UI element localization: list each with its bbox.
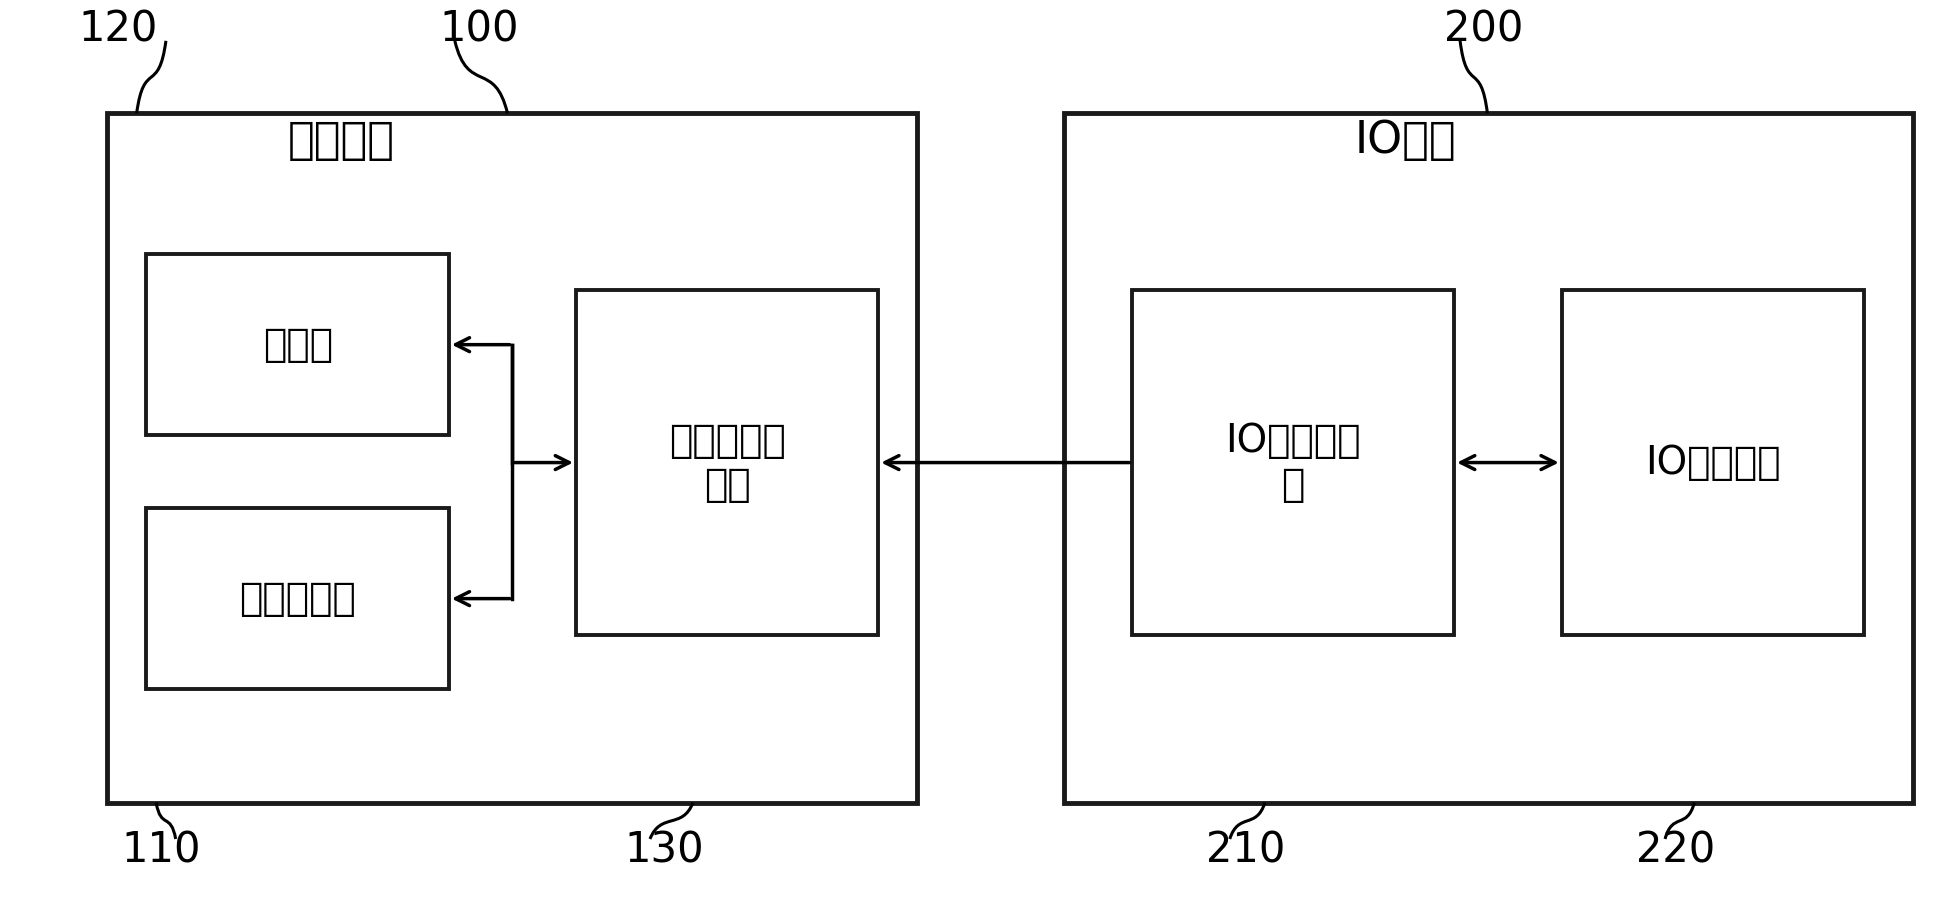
Bar	[107, 113, 917, 803]
Text: 120: 120	[78, 8, 158, 50]
Text: IO模块: IO模块	[1355, 119, 1456, 162]
Text: 210: 210	[1206, 830, 1286, 872]
Text: IO执行模块: IO执行模块	[1646, 444, 1780, 482]
Text: 联锁模块: 联锁模块	[289, 119, 394, 162]
Text: 130: 130	[625, 830, 705, 872]
Bar	[146, 254, 449, 435]
Bar	[1064, 113, 1913, 803]
Text: 电务维修机: 电务维修机	[240, 580, 355, 618]
Bar	[576, 290, 878, 635]
Bar	[1562, 290, 1864, 635]
Text: 200: 200	[1444, 8, 1525, 50]
Text: 220: 220	[1636, 830, 1716, 872]
Bar	[146, 508, 449, 689]
Text: 联锁机: 联锁机	[264, 326, 332, 364]
Bar	[1132, 290, 1454, 635]
Text: IO侧通信网
关: IO侧通信网 关	[1226, 422, 1361, 503]
Text: 110: 110	[121, 830, 201, 872]
Text: 100: 100	[439, 8, 519, 50]
Text: 联锁侧通信
网关: 联锁侧通信 网关	[670, 422, 785, 503]
